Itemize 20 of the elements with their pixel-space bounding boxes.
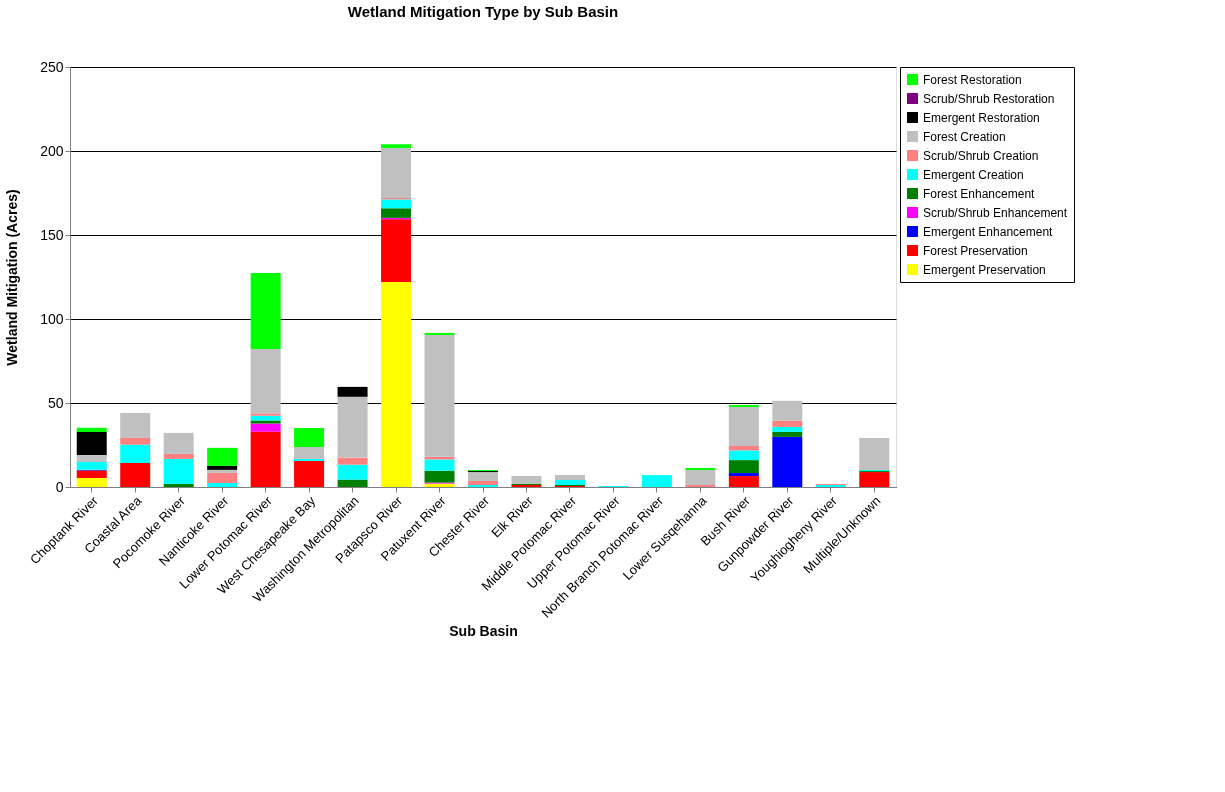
legend-label: Emergent Enhancement: [923, 224, 1054, 239]
legend-label: Scrub/Shrub Restoration: [923, 91, 1055, 106]
y-tick-label: 250: [40, 58, 64, 75]
y-tick-label: 0: [55, 478, 64, 495]
legend-label: Scrub/Shrub Creation: [923, 148, 1039, 163]
legend-label: Emergent Creation: [923, 167, 1024, 182]
chart-title: Wetland Mitigation Type by Sub Basin: [347, 3, 619, 20]
y-tick-label: 50: [47, 394, 64, 411]
legend-label: Forest Preservation: [923, 243, 1028, 258]
x-axis-title: Sub Basin: [449, 622, 518, 639]
y-axis-title: Wetland Mitigation (Acres): [4, 189, 21, 366]
y-tick-label: 100: [40, 310, 64, 327]
legend-label: Forest Enhancement: [923, 186, 1036, 201]
legend-label: Forest Creation: [923, 129, 1006, 144]
legend-label: Emergent Preservation: [923, 262, 1046, 277]
y-tick-label: 150: [40, 226, 64, 243]
legend-label: Forest Restoration: [923, 72, 1022, 87]
y-tick-label: 200: [40, 142, 64, 159]
legend-label: Emergent Restoration: [923, 110, 1040, 125]
legend-label: Scrub/Shrub Enhancement: [923, 205, 1068, 220]
